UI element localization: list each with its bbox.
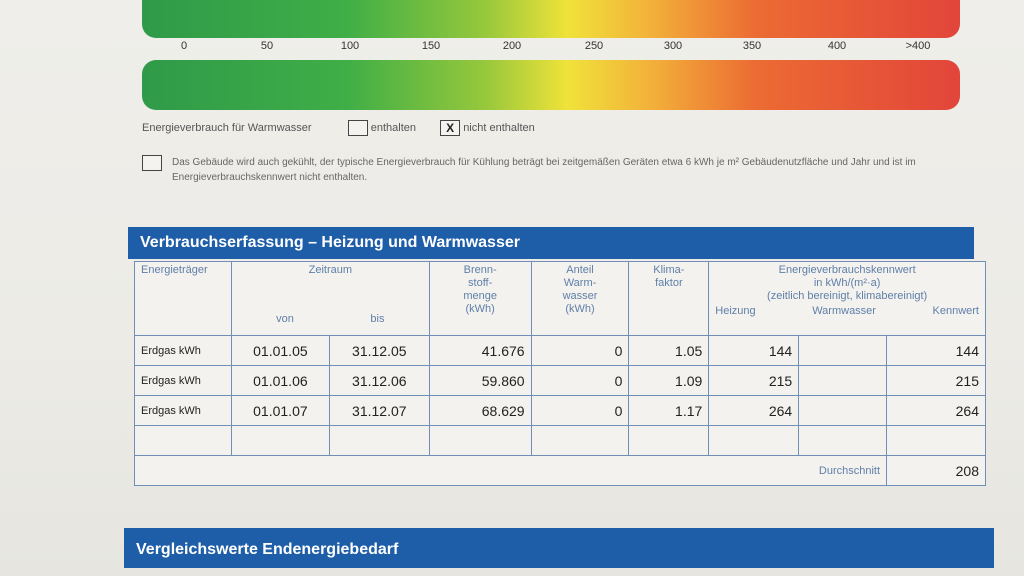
header-kennwert-title: Energieverbrauchskennwert in kWh/(m²·a) … [767,264,928,302]
scale-tick: 400 [827,40,847,52]
contained-checkbox[interactable] [347,120,368,136]
cell-kennwert: 215 [886,365,986,396]
cell-traeger: Erdgas kWh [134,335,232,366]
scale-tick: 0 [180,40,188,52]
comparison-section-header: Vergleichswerte Endenergiebedarf [124,528,994,568]
header-kennwert-group: Energieverbrauchskennwert in kWh/(m²·a) … [708,261,986,336]
scale-tick: >400 [905,40,931,52]
cell-von: 01.01.07 [230,395,330,426]
cell-traeger: Erdgas kWh [134,395,232,426]
scale-tick: 50 [260,40,274,52]
table-average-row: Durchschnitt 208 [133,455,986,486]
cooling-checkbox[interactable] [142,155,162,171]
cell-heizung: 264 [708,395,800,426]
cell-menge: 41.676 [428,335,532,366]
cell-von: 01.01.05 [230,335,330,366]
header-heizung: Heizung [715,305,756,317]
cell-klima: 1.17 [628,395,710,426]
energy-scale: 0 50 100 150 200 250 300 350 400 >400 [142,0,960,112]
energy-scale-top-band [142,0,960,38]
cell-traeger: Erdgas kWh [134,365,232,396]
consumption-section-title: Verbrauchserfassung – Heizung und Warmwa… [128,227,974,259]
cell-klima: 1.09 [628,365,710,396]
header-energietraeger: Energieträger [134,261,232,336]
header-warmwasser: Warmwasser [812,305,876,317]
cell-bis: 31.12.07 [328,395,430,426]
cell-bis: 31.12.05 [328,335,430,366]
energy-scale-ticks: 0 50 100 150 200 250 300 350 400 >400 [142,40,960,58]
warm-water-label: Energieverbrauch für Warmwasser [142,122,312,134]
header-zeitraum: Zeitraum von bis [230,261,430,336]
header-bis: bis [370,313,385,325]
scale-tick: 150 [421,40,441,52]
cell-klima: 1.05 [628,335,710,366]
table-header-row: Energieträger Zeitraum von bis Brenn- st… [134,261,986,336]
cell-von: 01.01.06 [230,365,330,396]
table-row-empty [134,425,986,456]
header-anteil: Anteil Warm- wasser (kWh) [530,261,630,336]
warm-water-row: Energieverbrauch für Warmwasser enthalte… [142,120,535,136]
header-von: von [276,313,294,325]
cell-bis: 31.12.06 [328,365,430,396]
scale-tick: 350 [742,40,762,52]
cell-warmwasser [798,365,888,396]
cell-anteil: 0 [530,365,630,396]
not-contained-checkbox[interactable]: X [440,120,461,136]
header-klima: Klima- faktor [628,261,710,336]
cooling-note-text: Das Gebäude wird auch gekühlt, der typis… [172,157,916,183]
consumption-table: Energieträger Zeitraum von bis Brenn- st… [133,261,986,486]
cell-heizung: 144 [708,335,800,366]
table-row: Erdgas kWh 01.01.07 31.12.07 68.629 0 1.… [134,395,986,426]
header-brennstoff: Brenn- stoff- menge (kWh) [428,261,532,336]
cell-anteil: 0 [530,395,630,426]
cell-menge: 59.860 [428,365,532,396]
contained-label: enthalten [370,122,416,134]
average-label: Durchschnitt [133,455,888,486]
consumption-section: Verbrauchserfassung – Heizung und Warmwa… [128,227,974,259]
header-zeitraum-label: Zeitraum [308,264,353,276]
scale-tick: 250 [584,40,604,52]
scale-tick: 200 [502,40,522,52]
cell-warmwasser [798,395,888,426]
average-value: 208 [886,455,986,486]
energy-scale-bottom-band [142,60,960,110]
scale-tick: 100 [340,40,360,52]
table-row: Erdgas kWh 01.01.06 31.12.06 59.860 0 1.… [134,365,986,396]
cell-menge: 68.629 [428,395,532,426]
cooling-note: Das Gebäude wird auch gekühlt, der typis… [142,155,962,185]
cell-kennwert: 144 [886,335,986,366]
not-contained-label: nicht enthalten [463,122,535,134]
scale-tick: 300 [663,40,683,52]
table-row: Erdgas kWh 01.01.05 31.12.05 41.676 0 1.… [134,335,986,366]
cell-anteil: 0 [530,335,630,366]
comparison-section-title: Vergleichswerte Endenergiebedarf [136,541,399,558]
header-kennwert: Kennwert [932,305,979,317]
cell-warmwasser [798,335,888,366]
cell-heizung: 215 [708,365,800,396]
cell-kennwert: 264 [886,395,986,426]
